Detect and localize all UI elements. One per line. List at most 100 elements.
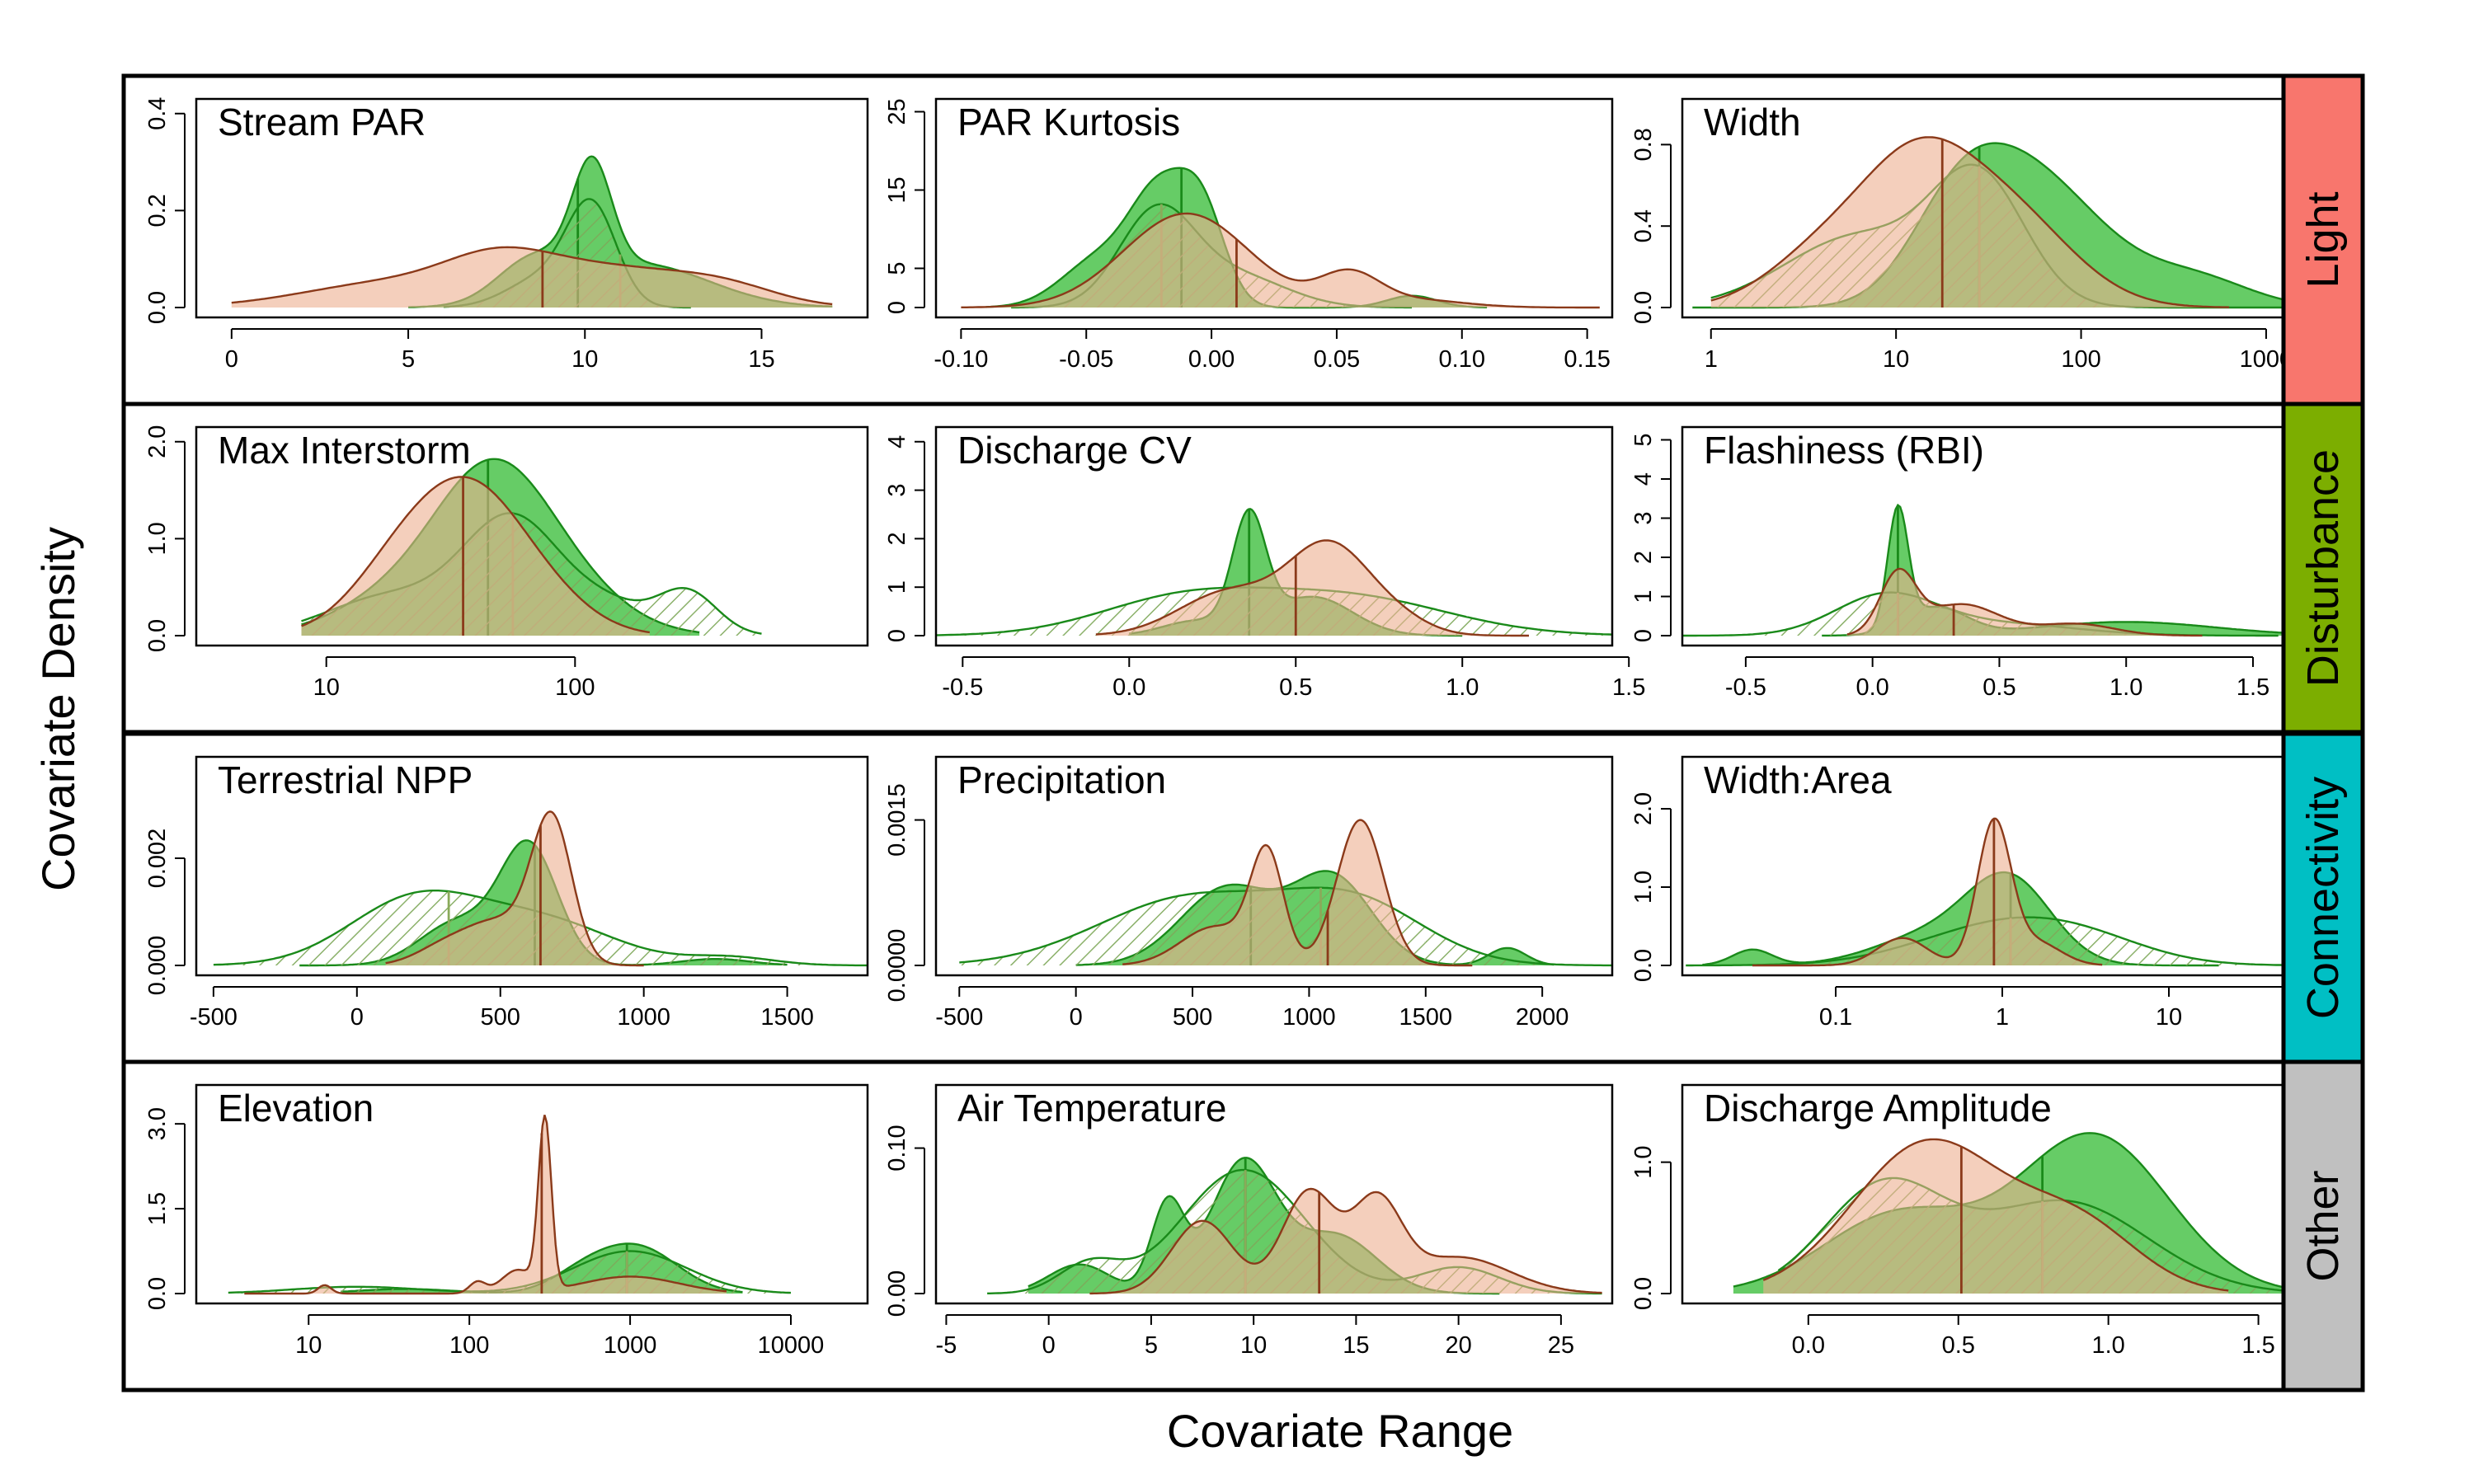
density-area-salmon [1763,1139,2229,1294]
y-tick-label: 3.0 [144,1107,171,1140]
y-tick-label: 0.0 [144,619,171,652]
x-tick-label: -500 [190,1004,238,1031]
panel-title: Width:Area [1704,758,1892,801]
x-tick-label: 5 [402,346,415,373]
density-line-salmon [1095,539,1529,637]
panel-elevation: Elevation 10 100 1000 10000 0.0 1.5 3.0 [144,1083,869,1359]
y-tick-label: 0.0000 [884,929,910,1003]
y-tick-label: 0.4 [144,97,171,130]
y-tick-label: 0.00 [884,1270,910,1317]
x-tick-label: 1.5 [2236,674,2269,701]
x-tick-label: 1000 [604,1332,657,1359]
group-strip [2281,73,2365,406]
y-tick-label: 2 [1630,551,1657,564]
y-tick-label: 25 [884,98,910,124]
x-tick-label: 1 [1705,346,1718,373]
y-tick-label: 4 [884,435,910,448]
density-line-salmon [244,1115,727,1295]
y-tick-label: 2 [884,532,910,545]
panel-title: Stream PAR [218,101,426,143]
density-line-salmon [301,476,650,634]
x-tick-label: 0.0 [1856,674,1888,701]
density-line-salmon [1710,136,2230,308]
x-tick-label: 0.5 [1279,674,1312,701]
x-tick-label: 1.5 [1612,674,1645,701]
density-area-salmon [231,247,833,308]
x-tick-label: 10 [1240,1332,1267,1359]
y-tick-label: 0.0 [144,291,171,324]
x-tick-label: 10000 [758,1332,825,1359]
group-label: Light [2298,191,2348,288]
y-tick-label: 0.0 [1630,949,1657,982]
panel-title: PAR Kurtosis [957,101,1180,143]
density-line-hatch [959,886,1612,967]
y-tick-label: 0 [884,629,910,642]
y-tick-label: 2.0 [144,425,171,458]
plot-frame [195,1083,869,1305]
x-tick-label: 0 [1042,1332,1056,1359]
x-tick-label: 0.00 [1188,346,1235,373]
y-tick-label: 0.000 [144,936,171,996]
x-tick-label: 0.1 [1819,1004,1852,1031]
density-line-salmon [385,810,644,967]
panel-discharge-cv: Discharge CV -0.5 0.0 0.5 1.0 1.5 0 1 2 3 4 [884,425,1645,701]
x-tick-label: 500 [481,1004,520,1031]
panel-terrestrial-npp: Terrestrial NPP -500 0 500 1000 1500 0.000 0.00… [144,755,869,1031]
panel-precipitation: Precipitation -500 0 500 1000 1500 2000 0.0000 0… [884,755,1614,1031]
density-area-salmon [961,214,1600,308]
panel-title: Width [1704,101,1801,143]
x-tick-label: 0.0 [1792,1332,1825,1359]
x-tick-label: 0.5 [1982,674,2015,701]
y-tick-label: 1.0 [1630,1145,1657,1178]
y-tick-label: 5 [884,261,910,275]
x-tick-label: -0.5 [1725,674,1766,701]
x-tick-label: 20 [1446,1332,1472,1359]
x-tick-label: 0.0 [1112,674,1145,701]
y-tick-label: 3 [884,484,910,497]
density-line-salmon [231,246,833,306]
x-tick-label: 1000 [617,1004,670,1031]
x-tick-label: 0.15 [1564,346,1610,373]
x-tick-label: 2000 [1516,1004,1569,1031]
y-tick-label: 0.002 [144,829,171,889]
y-tick-label: 0.2 [144,194,171,227]
y-tick-label: 0.0 [1630,1277,1657,1310]
density-area-green [1702,872,2219,965]
density-line-salmon [1762,1138,2229,1292]
density-line-salmon [1089,1187,1602,1295]
y-tick-label: 4 [1630,472,1657,486]
x-tick-label: 100 [449,1332,489,1359]
x-tick-label: 1.0 [2091,1332,2124,1359]
density-line-salmon [961,212,1600,309]
y-axis-label: Covariate Density [32,527,84,891]
x-tick-label: -500 [935,1004,983,1031]
y-tick-label: 1 [884,580,910,594]
x-tick-label: 1000 [1282,1004,1336,1031]
x-tick-label: 1.0 [1446,674,1479,701]
y-tick-label: 0.0 [1630,291,1657,324]
group-label: Disturbance [2298,449,2348,687]
x-tick-label: 5 [1145,1332,1158,1359]
density-area-salmon [1710,137,2230,308]
panel-air-temperature: Air Temperature -5 0 5 10 15 20 25 0.00 0.10 [884,1083,1614,1359]
panel-title: Elevation [218,1087,374,1129]
panel-title: Precipitation [957,758,1166,801]
y-tick-label: 0 [1630,629,1657,642]
x-tick-label: 10 [295,1332,322,1359]
x-axis-label: Covariate Range [1167,1405,1513,1457]
plot-frame [195,97,869,319]
panel-title: Discharge Amplitude [1704,1087,2052,1129]
density-line-salmon [1752,817,2103,967]
y-tick-label: 0 [884,301,910,314]
y-tick-label: 0.0015 [884,783,910,857]
density-area-salmon [1122,819,1473,965]
panel-max-interstorm: Max Interstorm 10 100 0.0 1.0 2.0 [144,425,869,701]
plot-frame [195,425,869,647]
x-tick-label: 15 [748,346,774,373]
plot-frame [934,425,1614,647]
density-area-hatch [1682,592,2279,636]
group-label: Other [2298,1170,2348,1281]
group-strip [2281,731,2365,1064]
x-tick-label: 15 [1343,1332,1369,1359]
